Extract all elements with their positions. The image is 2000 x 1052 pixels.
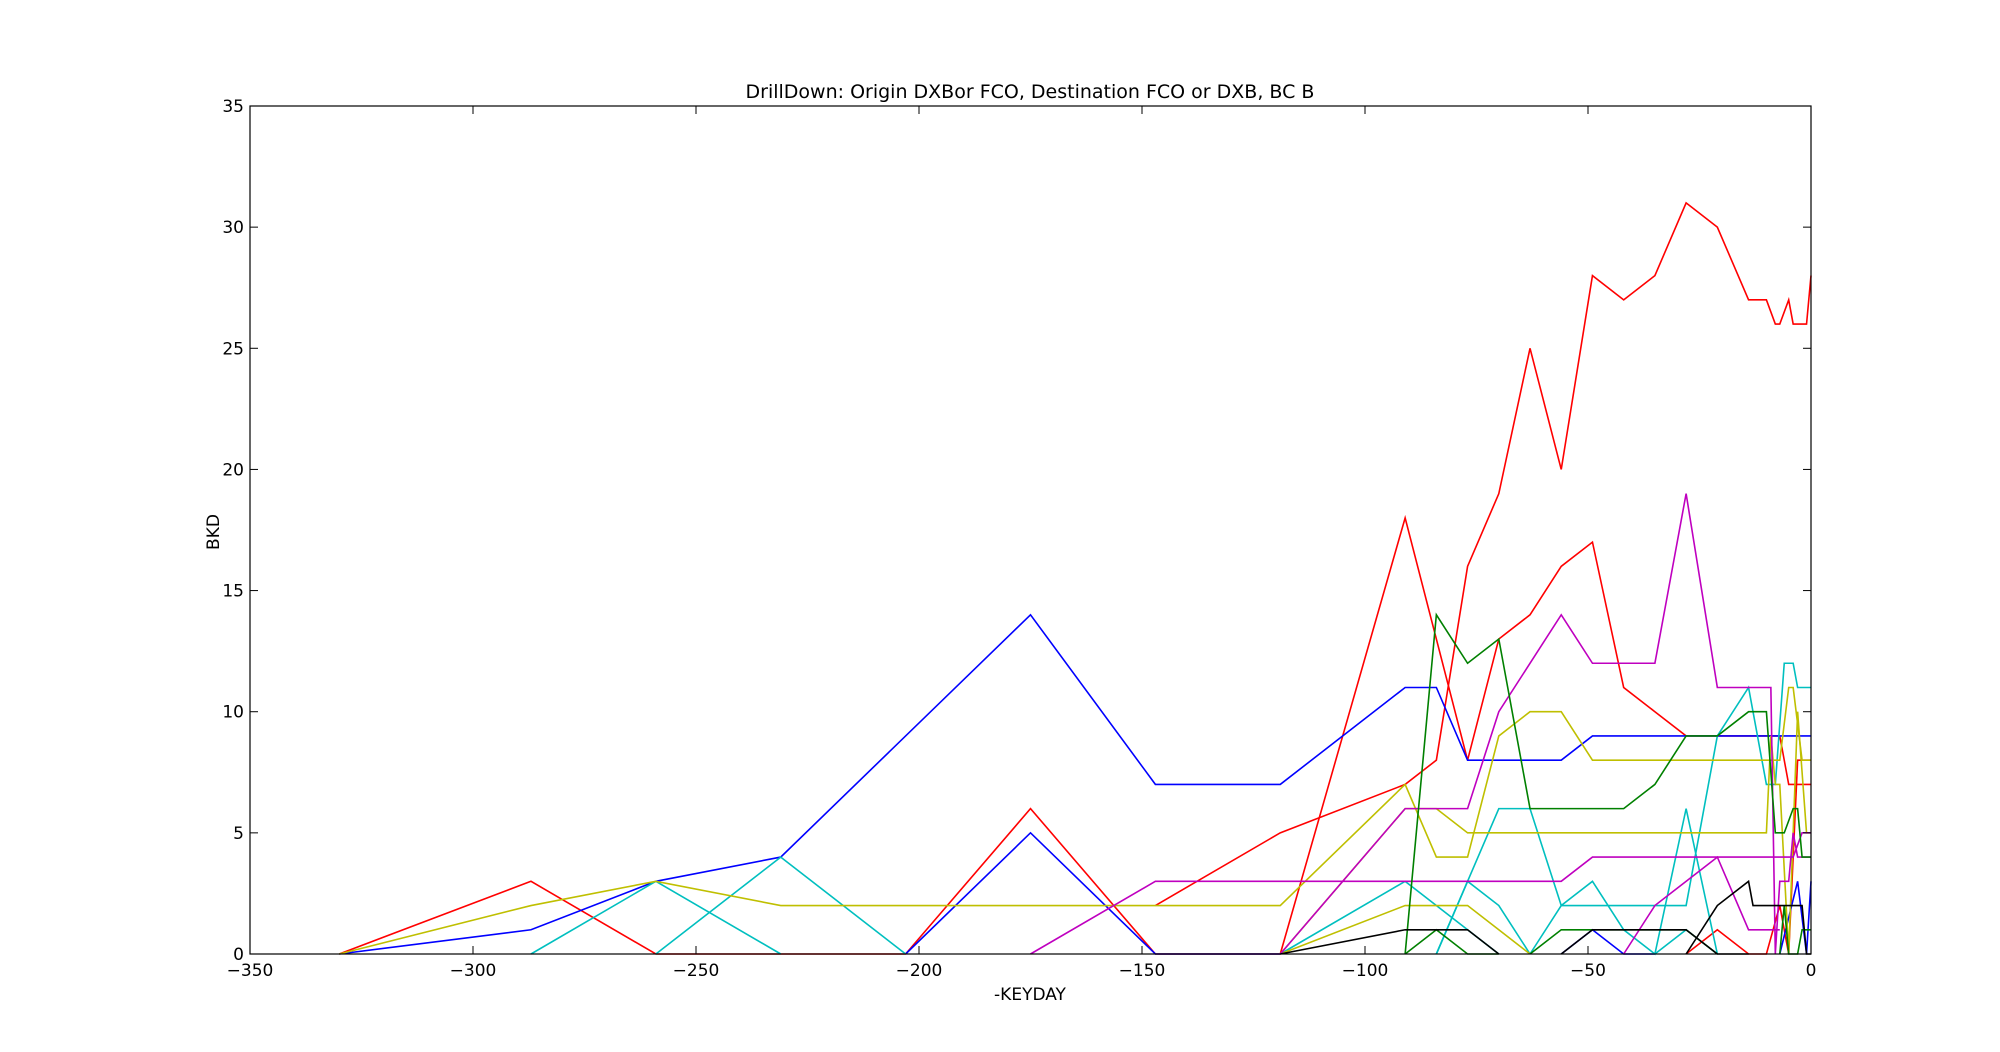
series-line-22 — [1404, 612, 1811, 955]
series-line-2 — [1154, 201, 1812, 907]
series-line-21 — [1623, 855, 1780, 955]
series-line-5 — [339, 613, 1811, 955]
y-tick-label: 20 — [222, 460, 244, 480]
x-tick-label: 0 — [1806, 961, 1817, 981]
plot-frame — [249, 105, 1812, 955]
y-tick-label: 35 — [222, 97, 244, 117]
x-tick-label: −100 — [1342, 961, 1389, 981]
series-line-20 — [1279, 493, 1811, 955]
y-tick-label: 10 — [222, 703, 244, 723]
y-tick-label: 25 — [222, 339, 244, 359]
series-line-14 — [1529, 662, 1811, 955]
series-line-18 — [1279, 904, 1531, 955]
series-line-28 — [1685, 879, 1811, 955]
x-tick-label: −300 — [450, 961, 497, 981]
chart-title: DrillDown: Origin DXBor FCO, Destination… — [746, 81, 1315, 103]
x-tick-label: −200 — [896, 961, 943, 981]
x-tick-label: −50 — [1570, 961, 1606, 981]
y-tick-label: 0 — [233, 945, 244, 965]
x-tick-label: −350 — [227, 961, 274, 981]
axes-layer: −350 −300 −250 −200 −150 −100 −50 0 0 5 10 15 20 25 30… — [222, 97, 1816, 981]
series-line-10 — [655, 856, 907, 955]
y-tick-label: 5 — [233, 824, 244, 844]
y-tick-label: 30 — [222, 218, 244, 238]
series-line-26 — [1280, 928, 1500, 955]
x-tick-label: −150 — [1119, 961, 1166, 981]
series-line-8 — [1779, 881, 1812, 955]
series-line-16 — [339, 686, 1811, 955]
y-tick-label: 15 — [222, 582, 244, 602]
x-axis-label: -KEYDAY — [994, 985, 1067, 1005]
x-tick-label: −250 — [673, 961, 720, 981]
y-axis-label: BKD — [204, 514, 224, 550]
